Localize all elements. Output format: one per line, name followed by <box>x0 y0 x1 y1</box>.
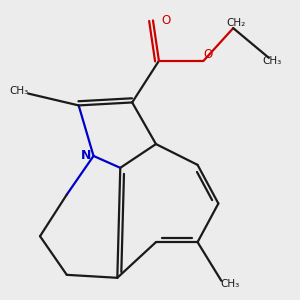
Text: CH₂: CH₂ <box>226 18 246 28</box>
Text: O: O <box>161 14 171 27</box>
Text: O: O <box>203 48 212 62</box>
Text: CH₃: CH₃ <box>262 56 281 66</box>
Text: CH₃: CH₃ <box>10 85 29 96</box>
Text: N: N <box>81 149 91 162</box>
Text: CH₃: CH₃ <box>220 279 240 289</box>
